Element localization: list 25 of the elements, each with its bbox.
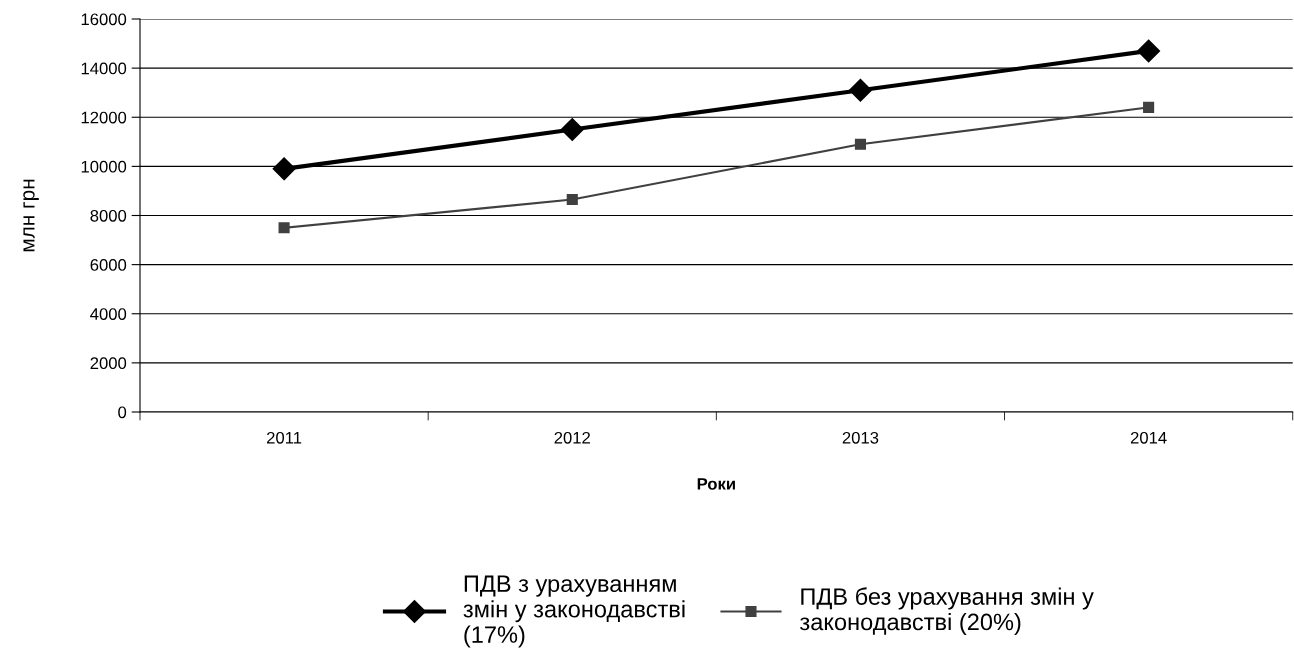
y-tick-label: 8000 [90, 209, 127, 222]
legend-label: ПДВ з урахуванням змін у законодавстві (17%) [463, 575, 685, 648]
y-tick-label: 4000 [90, 308, 127, 320]
point [566, 193, 578, 206]
y-axis-title: млн грн [23, 179, 39, 252]
x-tick-label: 2012 [554, 431, 590, 444]
y-tick-label: 0 [118, 406, 127, 419]
x-tick-label: 2013 [842, 431, 879, 444]
point [278, 222, 290, 234]
y-tick-label: 14000 [81, 62, 127, 75]
y-tick-label: 10000 [81, 160, 127, 173]
point [1143, 101, 1155, 113]
point [1137, 39, 1161, 63]
legend-label: ПДВ без урахування змін у законодавстві (20%) [799, 587, 1094, 635]
point [854, 138, 866, 150]
x-tick-label: 2014 [1130, 431, 1167, 444]
y-tick-label: 16000 [81, 13, 127, 26]
x-tick-label: 2011 [267, 431, 302, 444]
point [272, 157, 296, 181]
x-axis-title: Роки [697, 478, 735, 490]
point [560, 118, 584, 142]
y-tick-label: 2000 [90, 357, 127, 370]
y-tick-label: 6000 [90, 259, 127, 271]
point [848, 78, 872, 102]
y-tick-label: 12000 [81, 111, 127, 124]
